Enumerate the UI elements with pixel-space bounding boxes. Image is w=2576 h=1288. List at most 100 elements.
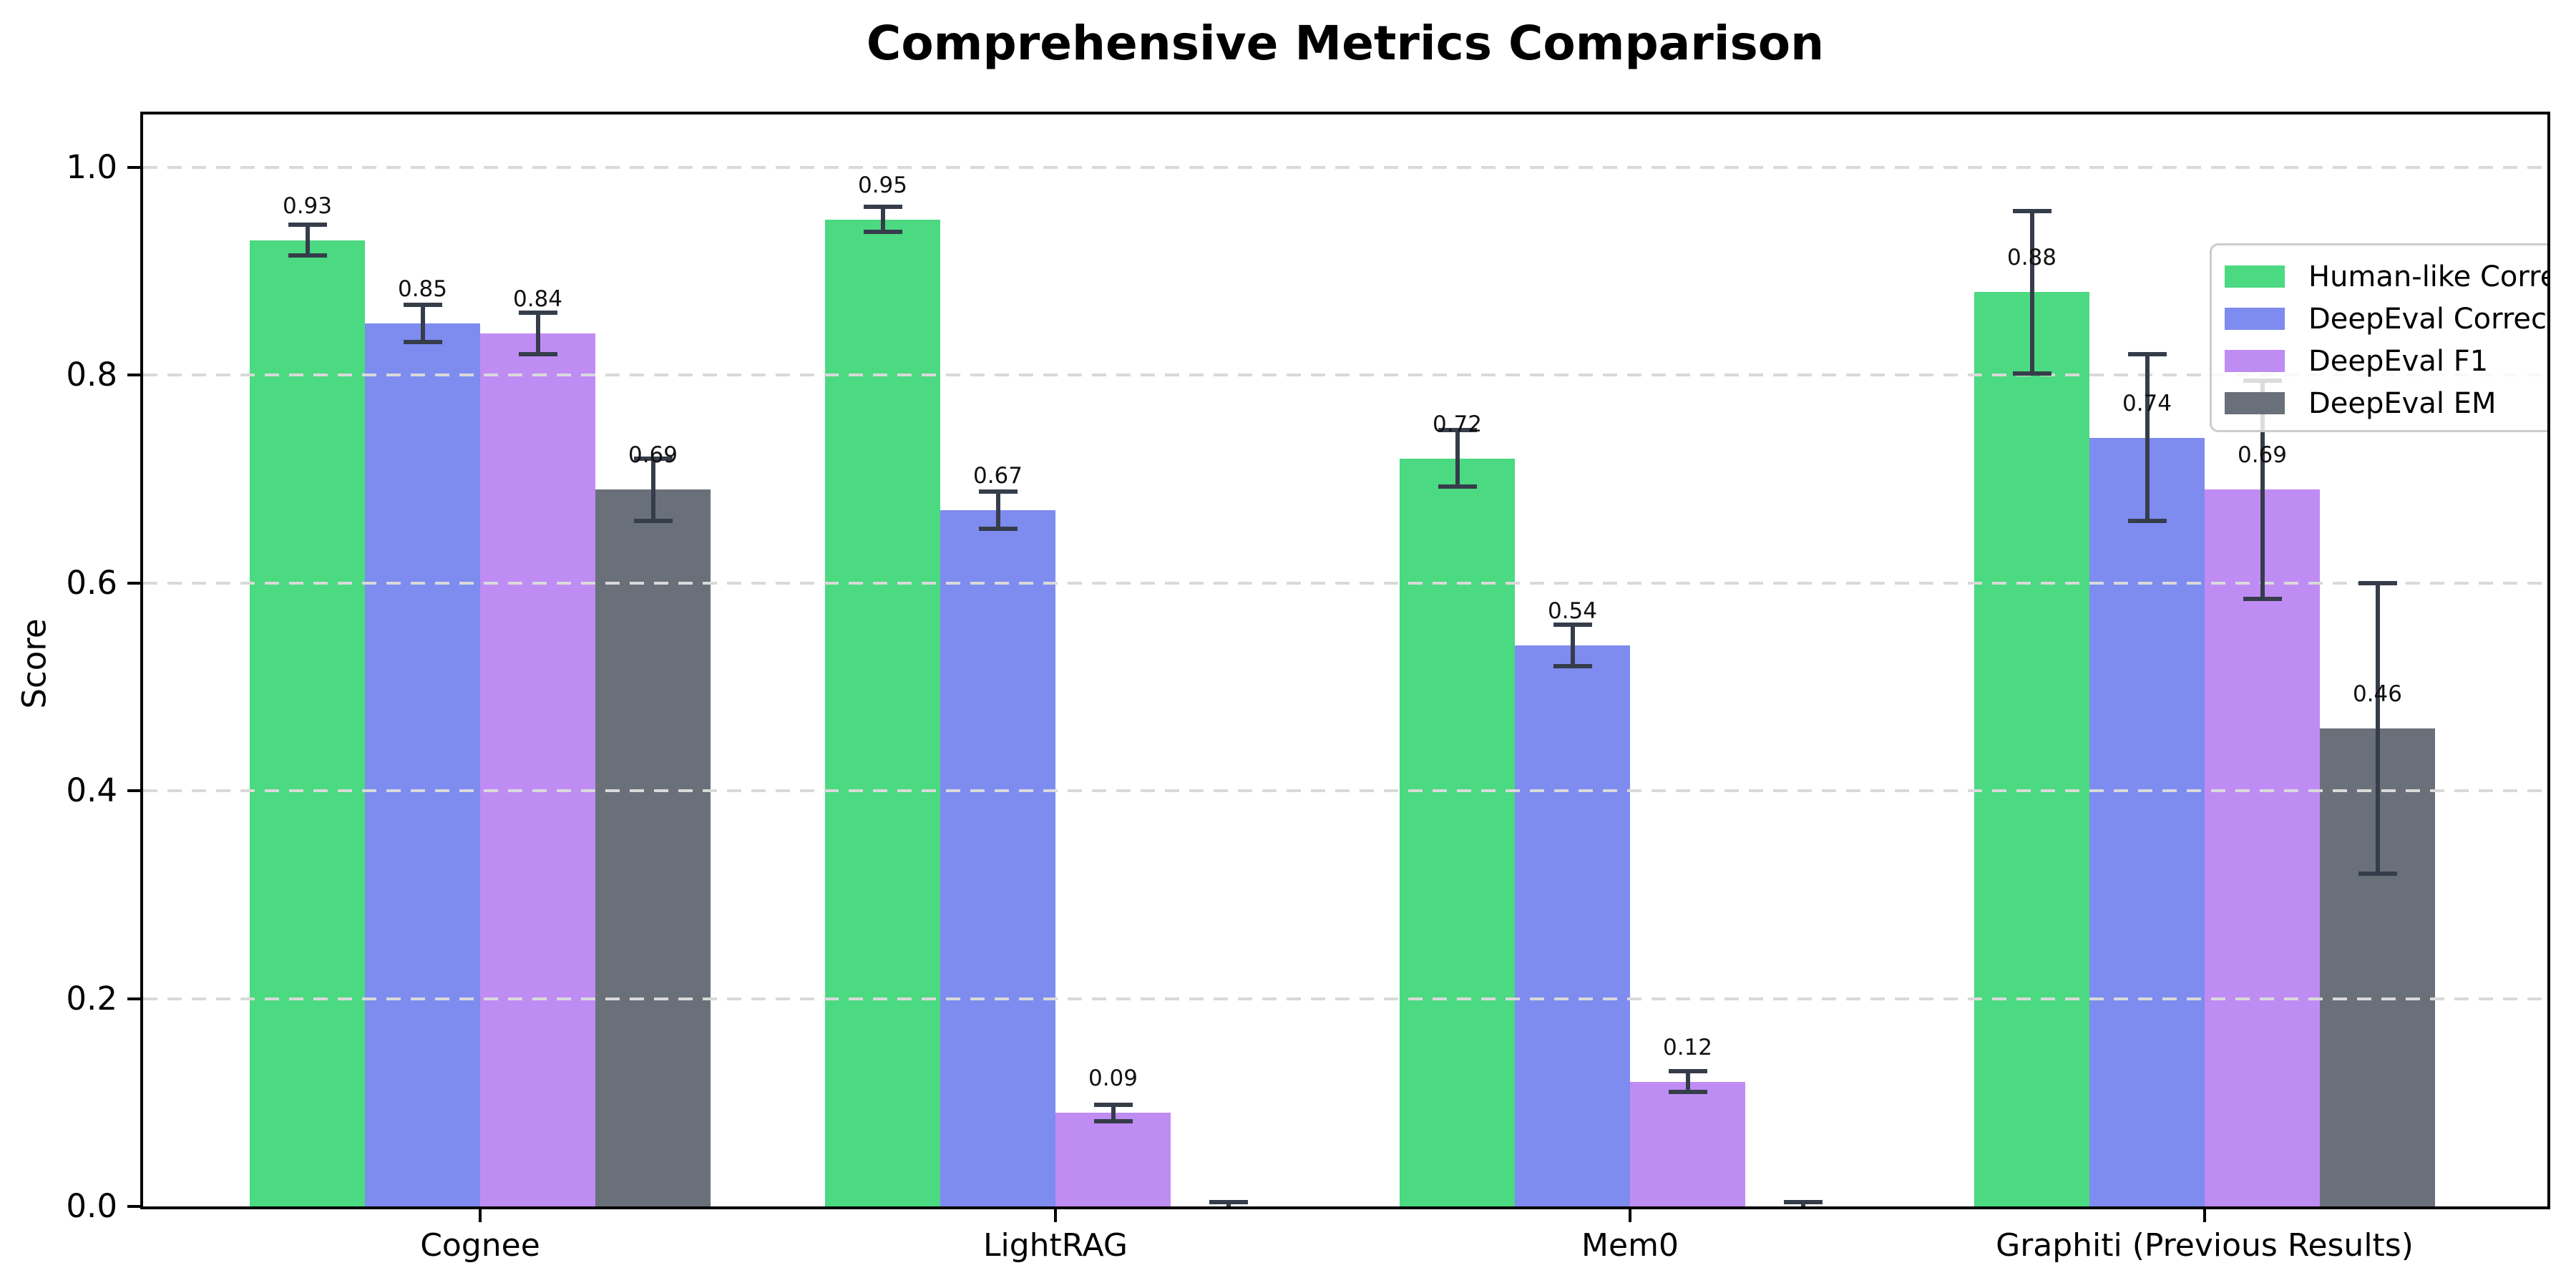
legend-label: DeepEval EM (2308, 386, 2497, 420)
error-bar (650, 458, 655, 521)
bar-value-label: 0.95 (857, 172, 908, 198)
error-bar (2145, 354, 2150, 521)
error-bar-bottom-cap (1668, 1090, 1707, 1095)
error-bar-bottom-cap (518, 352, 557, 357)
bar (940, 510, 1055, 1206)
y-tick-mark (127, 997, 140, 1000)
error-bar-top-cap (1668, 1069, 1707, 1074)
error-bar-bottom-cap (1438, 484, 1477, 489)
error-bar-top-cap (1553, 622, 1592, 627)
error-bar-bottom-cap (633, 518, 673, 523)
y-axis-label: Score (15, 618, 54, 709)
y-tick-label: 0.6 (66, 563, 117, 602)
bar (1515, 645, 1630, 1206)
error-bar-top-cap (518, 311, 557, 316)
bar-value-label: 0.74 (2122, 390, 2172, 416)
error-bar-top-cap (403, 302, 442, 307)
error-bar-bottom-cap (2127, 518, 2167, 523)
error-bar (880, 207, 885, 233)
y-tick-label: 0.4 (66, 771, 117, 810)
y-tick-label: 0.8 (66, 356, 117, 394)
error-bar (535, 313, 540, 355)
bar (1630, 1081, 1745, 1206)
error-bar-top-cap (1093, 1102, 1133, 1107)
error-bar-bottom-cap (2012, 371, 2051, 376)
error-bar-top-cap (2127, 352, 2167, 357)
bar-value-label: 0.67 (972, 463, 1023, 489)
bar-value-label: 0.69 (2237, 442, 2288, 469)
bar-value-label: 0.72 (1432, 411, 1483, 437)
bar-value-label: 0.93 (282, 192, 333, 219)
error-bar-bottom-cap (288, 253, 327, 258)
error-bar-top-cap (978, 489, 1018, 494)
error-bar (1685, 1071, 1690, 1093)
grid-line (143, 997, 2547, 1000)
error-bar-top-cap (1209, 1200, 1248, 1205)
bar (1974, 292, 2089, 1206)
legend-item: DeepEval EM (2212, 382, 2547, 424)
error-bar-bottom-cap (863, 230, 902, 235)
x-tick-label: LightRAG (982, 1227, 1128, 1264)
error-bar-bottom-cap (978, 527, 1018, 532)
error-bar-bottom-cap (1553, 663, 1592, 668)
bar-value-label: 0.12 (1662, 1034, 1713, 1060)
error-bar (420, 304, 425, 342)
bar (480, 333, 595, 1206)
bar (2089, 437, 2205, 1206)
bar (365, 323, 480, 1206)
legend-item: DeepEval Correctness (2212, 298, 2547, 340)
y-tick-mark (127, 789, 140, 793)
bar-value-label: 0.09 (1088, 1065, 1138, 1092)
legend-item: DeepEval F1 (2212, 340, 2547, 382)
x-tick-mark (479, 1209, 482, 1222)
error-bar-top-cap (2012, 209, 2051, 214)
bar-value-label: 0.84 (512, 286, 563, 313)
grid-line (143, 166, 2547, 170)
x-tick-label: Mem0 (1581, 1227, 1679, 1264)
legend-item: Human-like Correctness (2212, 255, 2550, 298)
legend-label: DeepEval Correctness (2308, 302, 2547, 336)
error-bar-top-cap (288, 222, 327, 227)
error-bar (2029, 211, 2034, 374)
error-bar (1455, 430, 1460, 487)
chart-title: Comprehensive Metrics Comparison (866, 16, 1825, 71)
legend-label: Human-like Correctness (2308, 260, 2550, 293)
error-bar-bottom-cap (1093, 1118, 1133, 1123)
y-tick-mark (127, 166, 140, 170)
bar-value-label: 0.88 (2006, 245, 2057, 271)
legend: Human-like Correctness DeepEval Correctne… (2210, 243, 2550, 432)
legend-label: DeepEval F1 (2308, 344, 2489, 378)
error-bar-bottom-cap (403, 339, 442, 344)
x-tick-label: Graphiti (Previous Results) (1996, 1227, 2414, 1264)
grid-line (143, 789, 2547, 793)
bar-value-label: 0.85 (397, 275, 448, 302)
x-tick-mark (1629, 1209, 1631, 1222)
error-bar-top-cap (2358, 580, 2397, 585)
bar (595, 489, 711, 1206)
legend-swatch (2225, 308, 2285, 330)
x-tick-label: Cognee (420, 1227, 540, 1264)
y-tick-mark (127, 581, 140, 585)
bar (1055, 1113, 1171, 1206)
error-bar (1111, 1104, 1116, 1121)
error-bar-bottom-cap (2358, 872, 2397, 877)
bar (2205, 489, 2320, 1206)
error-bar (995, 492, 1000, 530)
y-tick-label: 0.2 (66, 979, 117, 1018)
y-tick-mark (127, 374, 140, 377)
error-bar (2260, 380, 2265, 599)
error-bar (1570, 624, 1575, 666)
y-tick-label: 0.0 (66, 1187, 117, 1225)
error-bar-top-cap (633, 456, 673, 461)
error-bar-top-cap (863, 205, 902, 210)
error-bar (305, 224, 310, 256)
bar-value-label: 0.69 (628, 442, 678, 469)
grid-line (143, 581, 2547, 585)
bar (250, 240, 365, 1206)
bar (825, 219, 940, 1206)
bar-value-label: 0.46 (2352, 681, 2403, 708)
legend-swatch (2225, 265, 2285, 288)
y-tick-mark (127, 1205, 140, 1208)
x-tick-mark (2203, 1209, 2206, 1222)
